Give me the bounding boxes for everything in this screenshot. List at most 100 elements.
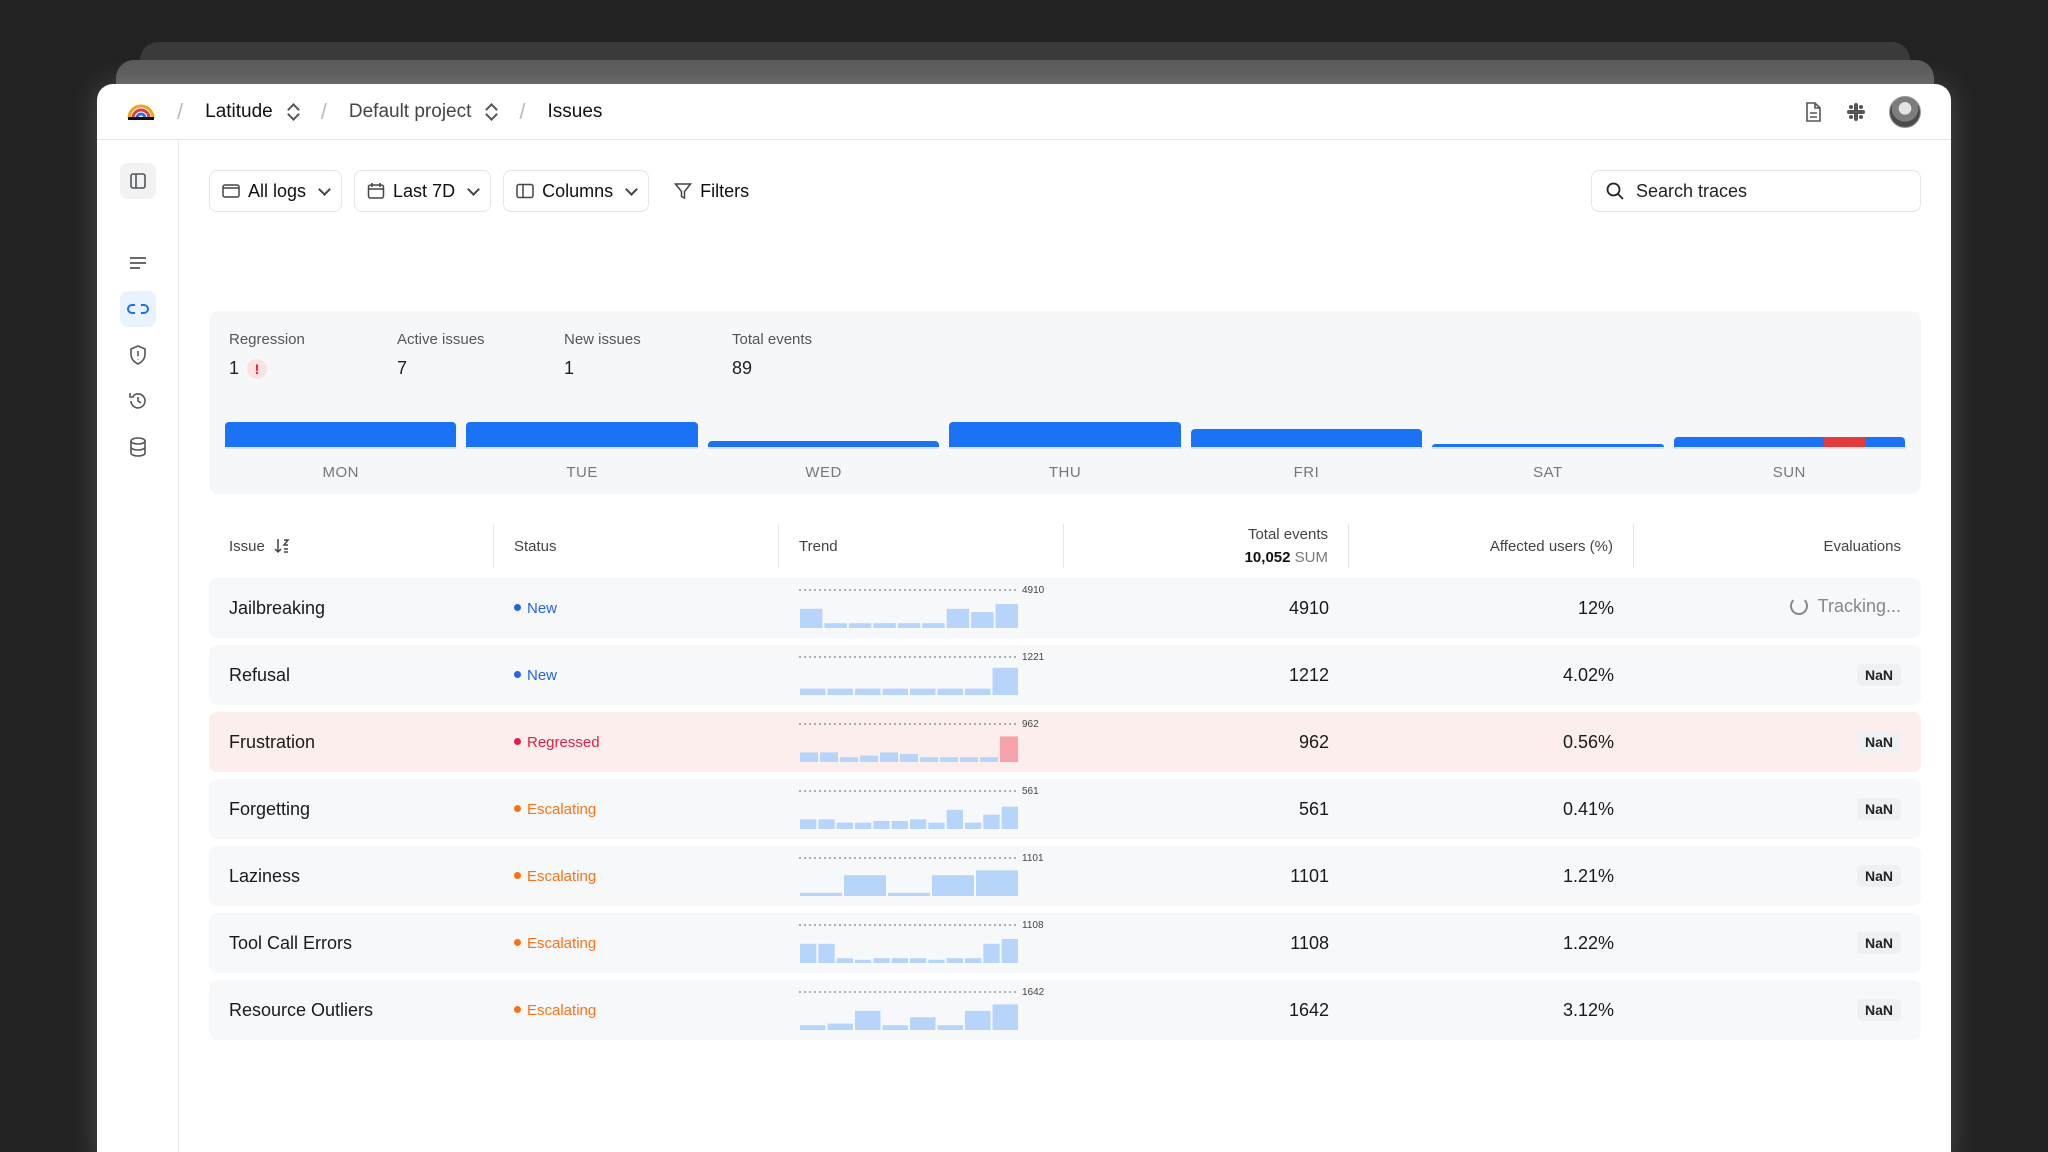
header-affected-users[interactable]: Affected users (%) bbox=[1349, 524, 1634, 568]
affected-users-value: 0.56% bbox=[1562, 731, 1614, 752]
stat-active-value: 7 bbox=[397, 358, 408, 378]
header-status[interactable]: Status bbox=[494, 524, 779, 568]
issue-name[interactable]: Forgetting bbox=[229, 798, 311, 819]
table-row[interactable]: Refusal New 1221 1212 4.02% NaN bbox=[209, 645, 1921, 705]
evaluation-cell: NaN bbox=[1634, 731, 1921, 753]
affected-users-value: 4.02% bbox=[1562, 664, 1614, 685]
date-range-dropdown[interactable]: Last 7D bbox=[354, 170, 492, 212]
trend-max-label: 1101 bbox=[1022, 853, 1044, 864]
day-column[interactable]: WED bbox=[707, 421, 940, 491]
calendar-icon bbox=[367, 183, 385, 199]
issue-name[interactable]: Laziness bbox=[229, 865, 301, 886]
day-bar bbox=[707, 441, 940, 447]
issue-name[interactable]: Frustration bbox=[229, 731, 316, 752]
chevron-down-icon bbox=[625, 182, 638, 196]
day-column[interactable]: FRI bbox=[1190, 421, 1423, 491]
status-dot-icon bbox=[514, 604, 521, 612]
weekly-bars: MON TUE WED THU FRI SAT SUN bbox=[225, 421, 1905, 491]
sidebar-toggle-icon[interactable] bbox=[120, 163, 156, 199]
columns-dropdown[interactable]: Columns bbox=[503, 170, 650, 212]
logs-icon[interactable] bbox=[120, 245, 156, 281]
window-icon bbox=[222, 184, 240, 198]
day-baseline bbox=[466, 447, 698, 449]
day-baseline bbox=[707, 447, 940, 449]
header-issue-label: Issue bbox=[229, 537, 265, 555]
status-label: Escalating bbox=[527, 934, 597, 952]
header-evaluations[interactable]: Evaluations bbox=[1823, 537, 1901, 555]
logo-icon[interactable] bbox=[127, 104, 155, 120]
issue-name[interactable]: Resource Outliers bbox=[229, 999, 374, 1020]
affected-users-value: 1.21% bbox=[1562, 865, 1614, 886]
sort-icon[interactable] bbox=[273, 537, 291, 555]
trend-bar bbox=[800, 752, 818, 762]
header-total-sum-unit: SUM bbox=[1294, 549, 1328, 566]
evaluation-cell: NaN bbox=[1634, 798, 1921, 820]
trend-bar bbox=[855, 822, 872, 829]
day-column[interactable]: SAT bbox=[1432, 421, 1664, 491]
status-badge: Escalating bbox=[494, 801, 779, 818]
issue-name[interactable]: Refusal bbox=[229, 664, 291, 685]
chevron-down-icon bbox=[467, 182, 480, 196]
affected-users-value: 1.22% bbox=[1562, 932, 1614, 953]
header-total-events[interactable]: Total events 10,052 SUM bbox=[1064, 524, 1349, 568]
header-trend[interactable]: Trend bbox=[779, 524, 1064, 568]
day-column[interactable]: TUE bbox=[466, 421, 698, 491]
status-dot-icon bbox=[514, 939, 521, 947]
table-row[interactable]: Jailbreaking New 4910 4910 12% Tracking... bbox=[209, 578, 1921, 638]
trend-bar bbox=[910, 1017, 936, 1030]
day-bar bbox=[225, 422, 457, 447]
evaluation-cell: Tracking... bbox=[1634, 596, 1921, 621]
trend-bar bbox=[882, 688, 908, 695]
trend-bar bbox=[873, 958, 890, 963]
issue-name[interactable]: Tool Call Errors bbox=[229, 932, 353, 953]
trend-bar bbox=[888, 892, 930, 896]
table-row[interactable]: Resource Outliers Escalating 1642 1642 3.12%… bbox=[209, 980, 1921, 1040]
status-badge: Escalating bbox=[494, 868, 779, 885]
history-icon[interactable] bbox=[120, 383, 156, 419]
status-dot-icon bbox=[514, 671, 521, 679]
issues-table-body: Jailbreaking New 4910 4910 12% Tracking... Ref… bbox=[209, 578, 1921, 1047]
table-row[interactable]: Frustration Regressed 962 962 0.56% NaN bbox=[209, 712, 1921, 772]
status-dot-icon bbox=[514, 805, 521, 813]
trend-sparkline: 561 bbox=[779, 779, 1064, 839]
trend-bar bbox=[891, 958, 908, 963]
table-row[interactable]: Forgetting Escalating 561 561 0.41% NaN bbox=[209, 779, 1921, 839]
trend-bar bbox=[800, 1025, 826, 1030]
breadcrumb-project[interactable]: Default project bbox=[349, 101, 498, 123]
status-label: Escalating bbox=[527, 800, 597, 818]
sidebar bbox=[97, 141, 179, 1152]
trend-bar bbox=[840, 757, 858, 762]
evaluation-cell: NaN bbox=[1634, 865, 1921, 887]
shield-icon[interactable] bbox=[120, 337, 156, 373]
breadcrumb-separator: / bbox=[519, 98, 526, 124]
logs-filter-dropdown[interactable]: All logs bbox=[209, 170, 343, 212]
day-bar bbox=[1673, 437, 1905, 447]
top-bar: / Latitude / Default project / Issues bbox=[97, 84, 1951, 140]
header-issue[interactable]: Issue bbox=[209, 524, 494, 568]
status-label: New bbox=[527, 666, 558, 684]
slack-icon[interactable] bbox=[1845, 101, 1867, 123]
trend-bar bbox=[800, 608, 823, 628]
day-column[interactable]: MON bbox=[225, 421, 457, 491]
status-badge: Escalating bbox=[494, 935, 779, 952]
breadcrumb-org[interactable]: Latitude bbox=[205, 101, 299, 123]
database-icon[interactable] bbox=[120, 429, 156, 465]
day-column[interactable]: THU bbox=[949, 421, 1181, 491]
table-row[interactable]: Tool Call Errors Escalating 1108 1108 1.22% N… bbox=[209, 913, 1921, 973]
issue-name[interactable]: Jailbreaking bbox=[229, 597, 326, 618]
docs-icon[interactable] bbox=[1803, 101, 1823, 123]
day-column[interactable]: SUN bbox=[1673, 421, 1905, 491]
chevron-updown-icon bbox=[485, 103, 497, 121]
trend-bar bbox=[827, 688, 853, 695]
filters-button[interactable]: Filters bbox=[661, 170, 763, 212]
stats-summary: Regression 1! Active issues 7 New issues… bbox=[209, 311, 1921, 494]
trend-bar bbox=[960, 757, 978, 762]
table-row[interactable]: Laziness Escalating 1101 1101 1.21% NaN bbox=[209, 846, 1921, 906]
user-avatar[interactable] bbox=[1889, 96, 1921, 128]
trend-bar bbox=[992, 1004, 1018, 1030]
trend-bar bbox=[983, 814, 1000, 829]
stat-regression-label: Regression bbox=[229, 331, 305, 348]
search-input[interactable]: Search traces bbox=[1591, 170, 1921, 212]
issues-link-icon[interactable] bbox=[120, 291, 156, 327]
day-bar bbox=[1190, 429, 1423, 447]
